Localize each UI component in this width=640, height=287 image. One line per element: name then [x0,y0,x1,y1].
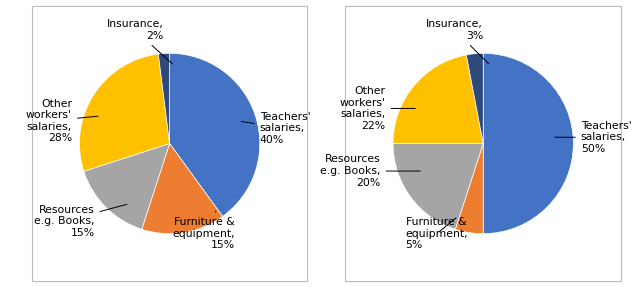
Bar [346,6,621,281]
Wedge shape [84,144,170,229]
Text: Teachers'
salaries,
40%: Teachers' salaries, 40% [241,112,310,145]
Wedge shape [483,53,573,234]
Text: Teachers'
salaries,
50%: Teachers' salaries, 50% [555,121,632,154]
Text: Insurance,
2%: Insurance, 2% [106,19,173,64]
Text: Furniture &
equipment,
5%: Furniture & equipment, 5% [406,217,468,250]
Wedge shape [158,53,170,144]
Text: Insurance,
3%: Insurance, 3% [426,19,489,64]
Text: Furniture &
equipment,
15%: Furniture & equipment, 15% [172,211,235,250]
Text: Other
workers'
salaries,
28%: Other workers' salaries, 28% [26,98,98,144]
Wedge shape [393,55,483,144]
Wedge shape [141,144,223,234]
Text: Other
workers'
salaries,
22%: Other workers' salaries, 22% [340,86,415,131]
Text: Resources
e.g. Books,
20%: Resources e.g. Books, 20% [320,154,420,188]
Wedge shape [467,53,483,144]
Bar [32,6,307,281]
Wedge shape [170,53,260,216]
Text: Resources
e.g. Books,
15%: Resources e.g. Books, 15% [34,204,127,238]
Wedge shape [393,144,483,229]
Wedge shape [79,54,170,171]
Wedge shape [455,144,483,234]
